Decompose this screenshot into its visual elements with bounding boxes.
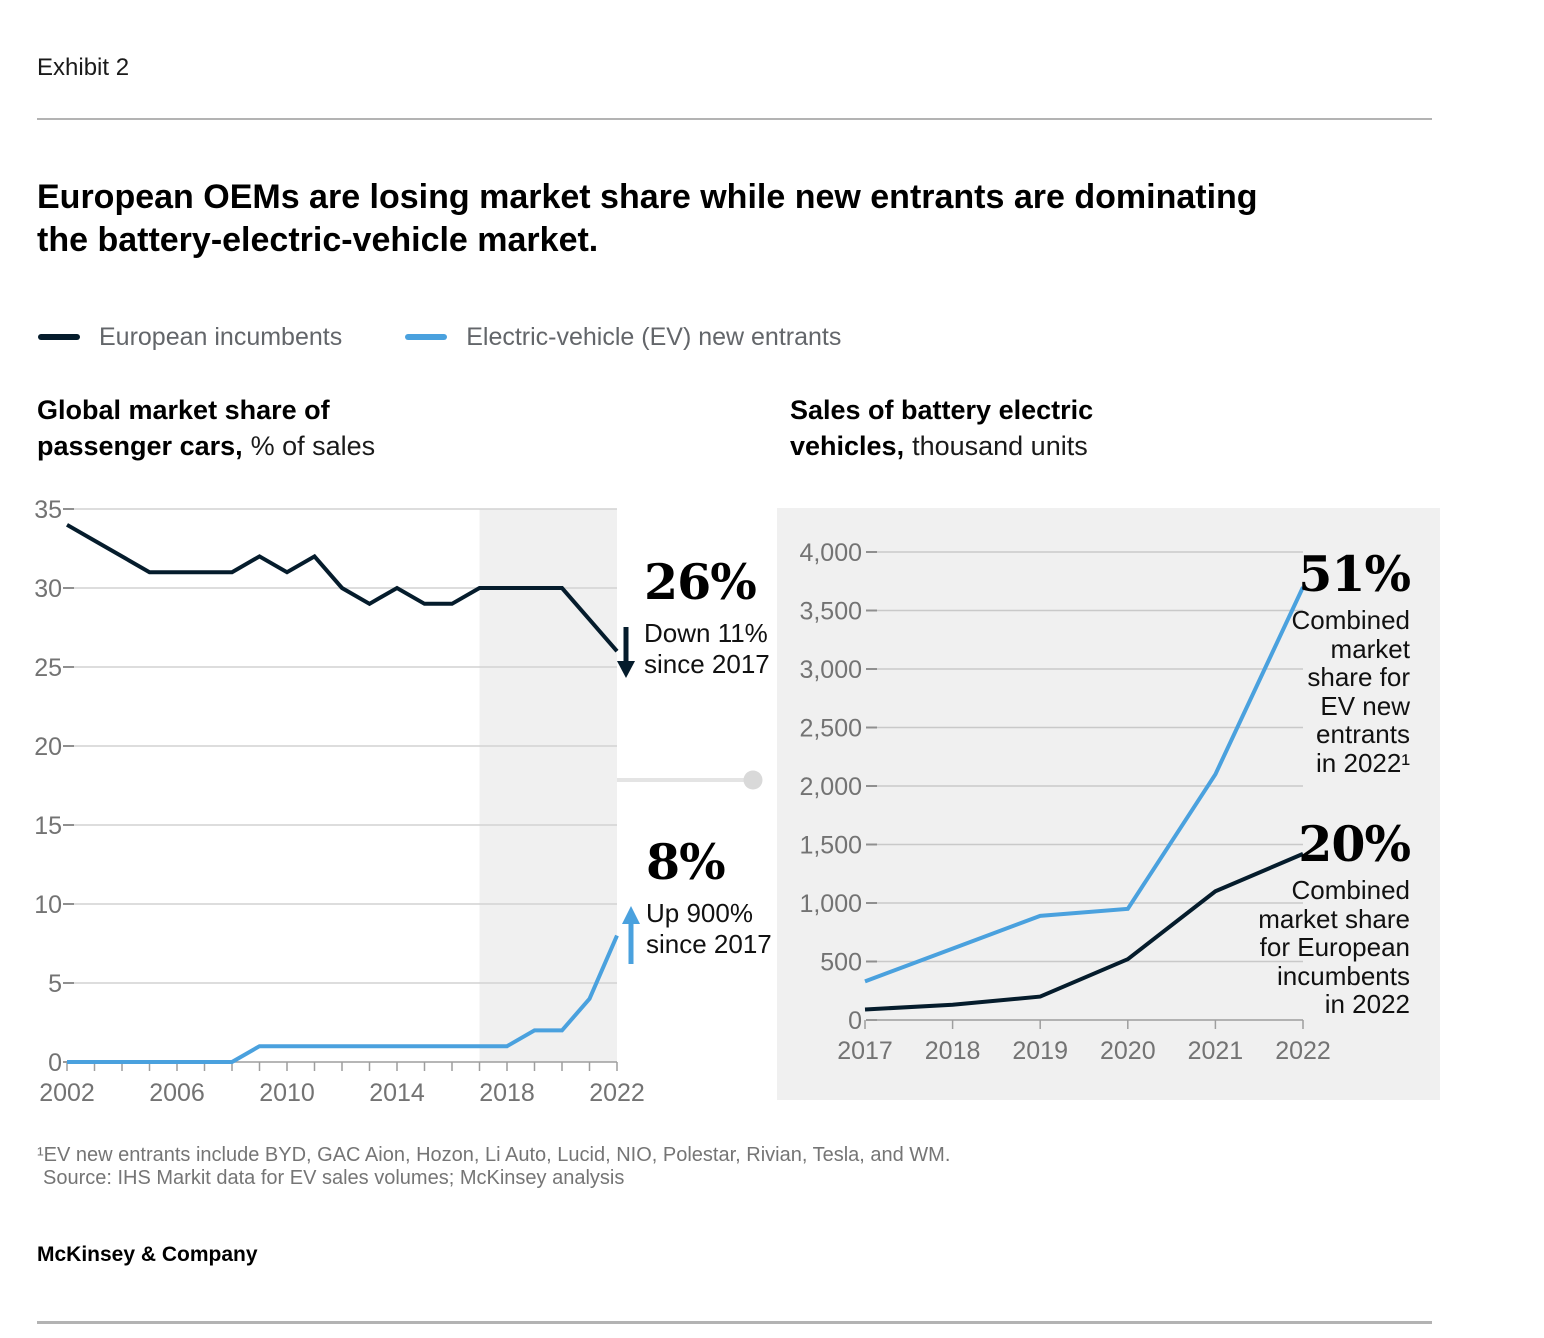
svg-text:3,500: 3,500 bbox=[799, 598, 862, 626]
annotation-text: for European bbox=[1259, 932, 1410, 962]
annotation-text: Up 900% bbox=[646, 898, 753, 928]
left-chart-plot: 0 5 10 15 20 25 30 35 2002 2006 2010 2014 2018 2022 bbox=[34, 496, 645, 1107]
annotation-text: incumbents bbox=[1277, 960, 1410, 991]
left-annotation-top: 26% Down 11% since 2017 bbox=[644, 556, 770, 680]
legend-item-european-incumbents: European incumbents bbox=[38, 323, 342, 352]
annotation-text: market share bbox=[1258, 903, 1410, 934]
svg-text:10: 10 bbox=[34, 891, 62, 919]
annotation-text: market bbox=[1330, 633, 1410, 664]
svg-text:3,000: 3,000 bbox=[799, 656, 862, 684]
svg-text:2,000: 2,000 bbox=[799, 773, 862, 801]
series-line-european-incumbents bbox=[66, 523, 619, 653]
series-line-electric-vehicle-ev-new-entrants bbox=[864, 586, 1305, 984]
annotation-value: 51% bbox=[1298, 545, 1411, 603]
right-chart-plot: 0 500 1,000 1,500 2,000 2,500 3,000 3,500 4,000 2… bbox=[799, 539, 1330, 1065]
legend: European incumbents Electric-vehicle (EV… bbox=[38, 322, 841, 352]
svg-text:2019: 2019 bbox=[1012, 1037, 1068, 1065]
bottom-divider bbox=[37, 1321, 1432, 1324]
annotation-text: Down 11% bbox=[644, 618, 768, 648]
svg-text:2022: 2022 bbox=[1275, 1037, 1331, 1065]
exhibit-label: Exhibit 2 bbox=[37, 54, 130, 81]
annotation-text: in 2022¹ bbox=[1316, 747, 1410, 778]
chart-connector bbox=[617, 770, 763, 790]
annotation-text: in 2022 bbox=[1324, 989, 1410, 1019]
left-chart-title: Global market share of passenger cars,% … bbox=[37, 392, 375, 464]
svg-text:2018: 2018 bbox=[479, 1079, 535, 1107]
svg-text:0: 0 bbox=[848, 1007, 862, 1035]
blue-line-swatch-icon bbox=[405, 334, 448, 340]
svg-text:15: 15 bbox=[34, 812, 62, 840]
right-chart-title: Sales of battery electric vehicles, thous… bbox=[790, 392, 1093, 464]
svg-text:0: 0 bbox=[48, 1049, 62, 1077]
annotation-text: Combined bbox=[1291, 875, 1410, 905]
up-arrow-icon bbox=[622, 906, 640, 964]
annotation-value: 26% bbox=[644, 553, 757, 611]
svg-text:2021: 2021 bbox=[1188, 1037, 1244, 1065]
svg-text:20: 20 bbox=[34, 733, 62, 761]
annotation-text: since 2017 bbox=[646, 929, 772, 959]
svg-text:2020: 2020 bbox=[1100, 1037, 1156, 1065]
page-title-line1: European OEMs are losing market share wh… bbox=[37, 178, 1258, 216]
svg-text:2014: 2014 bbox=[369, 1079, 425, 1107]
legend-label: Electric-vehicle (EV) new entrants bbox=[466, 322, 842, 351]
svg-text:4,000: 4,000 bbox=[799, 539, 862, 567]
annotation-value: 20% bbox=[1298, 815, 1411, 873]
svg-text:500: 500 bbox=[820, 949, 862, 977]
down-arrow-icon bbox=[617, 627, 635, 678]
page-title: European OEMs are losing market share wh… bbox=[37, 176, 1258, 262]
svg-text:2006: 2006 bbox=[149, 1079, 205, 1107]
series-line-electric-vehicle-ev-new-entrants bbox=[67, 934, 619, 1064]
svg-text:2002: 2002 bbox=[39, 1079, 95, 1107]
svg-text:5: 5 bbox=[48, 970, 62, 998]
navy-line-swatch-icon bbox=[38, 334, 80, 340]
annotation-value: 8% bbox=[646, 833, 726, 891]
svg-text:35: 35 bbox=[34, 496, 62, 524]
page-title-line2: the battery-electric-vehicle market. bbox=[37, 221, 599, 259]
legend-item-ev-new-entrants: Electric-vehicle (EV) new entrants bbox=[405, 323, 841, 352]
right-annotation-top: 51% Combined market share for EV new ent… bbox=[1291, 545, 1411, 778]
footnote-source: Source: IHS Markit data for EV sales vol… bbox=[43, 1167, 625, 1189]
left-annotation-bottom: 8% Up 900% since 2017 bbox=[646, 836, 772, 960]
mckinsey-logo: McKinsey & Company bbox=[37, 1243, 258, 1266]
left-chart-title-units: % of sales bbox=[250, 431, 376, 461]
footnote-line1: ¹EV new entrants include BYD, GAC Aion, … bbox=[37, 1144, 951, 1166]
annotation-text: share for bbox=[1307, 662, 1410, 692]
annotation-text: since 2017 bbox=[644, 649, 770, 679]
legend-label: European incumbents bbox=[99, 322, 343, 351]
right-annotation-bottom: 20% Combined market share for European i… bbox=[1258, 815, 1411, 1019]
right-chart-title-line1: Sales of battery electric bbox=[790, 395, 1094, 425]
connector-dot-icon bbox=[743, 770, 763, 790]
left-chart-title-line2-bold: passenger cars, bbox=[37, 431, 243, 461]
svg-text:30: 30 bbox=[34, 575, 62, 603]
top-divider bbox=[37, 118, 1432, 120]
left-chart-title-line1: Global market share of bbox=[37, 395, 330, 425]
svg-text:25: 25 bbox=[34, 654, 62, 682]
annotation-text: Combined bbox=[1291, 605, 1410, 635]
svg-text:2022: 2022 bbox=[589, 1079, 645, 1107]
svg-text:2,500: 2,500 bbox=[799, 715, 862, 743]
highlight-region bbox=[479, 509, 617, 1062]
series-line-european-incumbents bbox=[864, 852, 1304, 1012]
svg-text:1,500: 1,500 bbox=[799, 832, 862, 860]
right-chart-title-units: thousand units bbox=[912, 431, 1088, 461]
annotation-text: EV new bbox=[1320, 690, 1410, 721]
svg-text:2017: 2017 bbox=[837, 1037, 893, 1065]
svg-text:1,000: 1,000 bbox=[799, 890, 862, 918]
annotation-text: entrants bbox=[1316, 719, 1410, 749]
right-chart-title-line2-bold: vehicles, bbox=[790, 431, 905, 461]
right-chart-panel bbox=[777, 508, 1440, 1100]
svg-text:2018: 2018 bbox=[925, 1037, 981, 1065]
svg-text:2010: 2010 bbox=[259, 1079, 315, 1107]
